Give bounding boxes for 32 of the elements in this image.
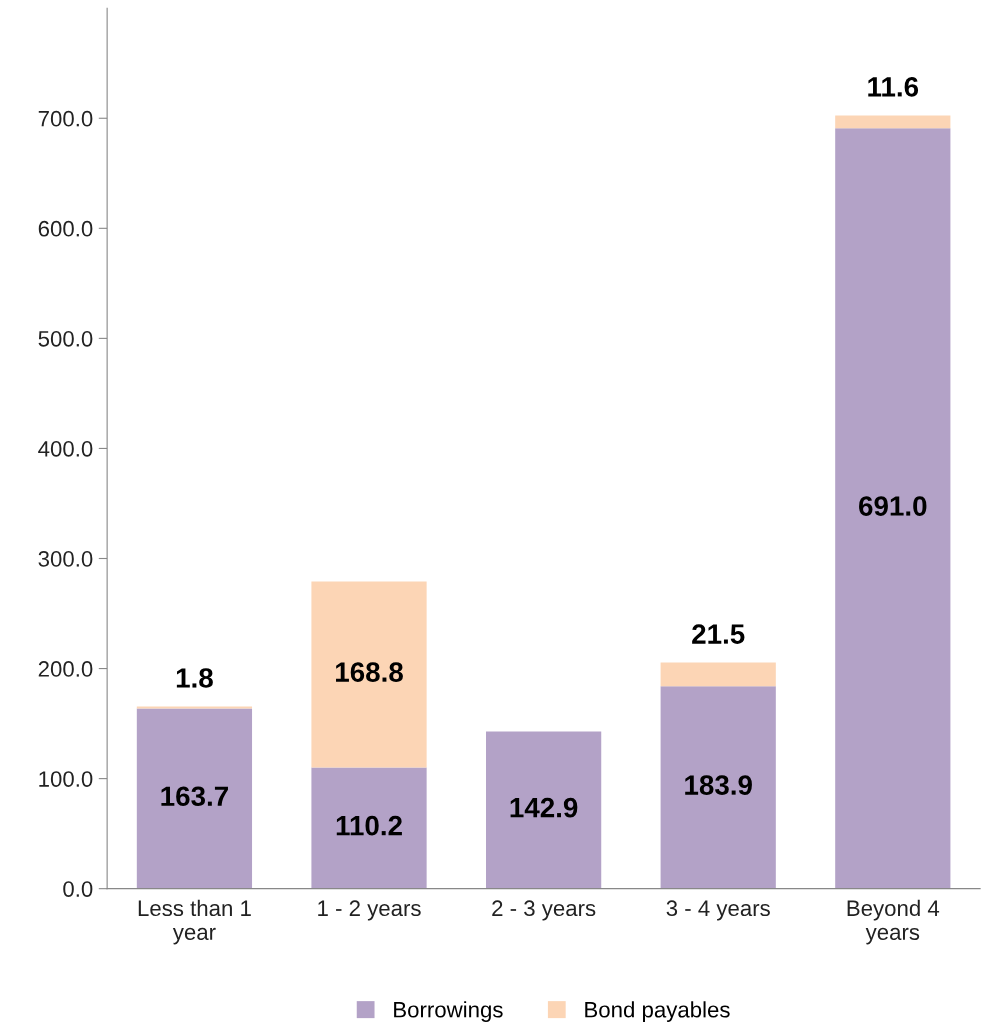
bar [660, 662, 776, 687]
data-label: 691.0 [859, 496, 927, 516]
bar [136, 708, 253, 889]
bar [311, 581, 427, 768]
legend-label: Bond payables [585, 1001, 730, 1022]
x-tick-label: Beyond 4 years [847, 899, 940, 945]
data-label: 183.9 [685, 775, 752, 795]
x-tick-label: 3 - 4 years [666, 900, 770, 921]
data-label: 11.6 [868, 77, 919, 97]
bar [486, 731, 602, 889]
x-tick-label: 1 - 2 years [318, 900, 421, 921]
y-tick-label: 600.0 [38, 220, 93, 237]
data-label: 168.8 [336, 662, 403, 682]
y-tick-label: 300.0 [38, 551, 93, 567]
bar [660, 686, 776, 889]
y-tick-label: 0.0 [63, 881, 93, 897]
bar [835, 128, 951, 889]
data-label: 163.7 [161, 786, 228, 807]
bar [835, 115, 951, 129]
y-tick-label: 500.0 [38, 330, 93, 347]
x-tick-label: Less than 1 year [138, 899, 251, 945]
y-tick-label: 200.0 [38, 661, 93, 677]
data-label: 110.2 [336, 815, 402, 836]
y-tick-label: 700.0 [38, 110, 93, 127]
legend-label: Borrowings [394, 1001, 503, 1022]
x-tick-label: 2 - 3 years [492, 900, 596, 921]
bar [311, 767, 427, 889]
y-tick-label: 400.0 [38, 440, 93, 457]
data-label: 1.8 [176, 668, 213, 688]
data-label: 142.9 [510, 797, 578, 818]
y-tick-label: 100.0 [39, 771, 93, 787]
data-label: 21.5 [692, 624, 745, 644]
